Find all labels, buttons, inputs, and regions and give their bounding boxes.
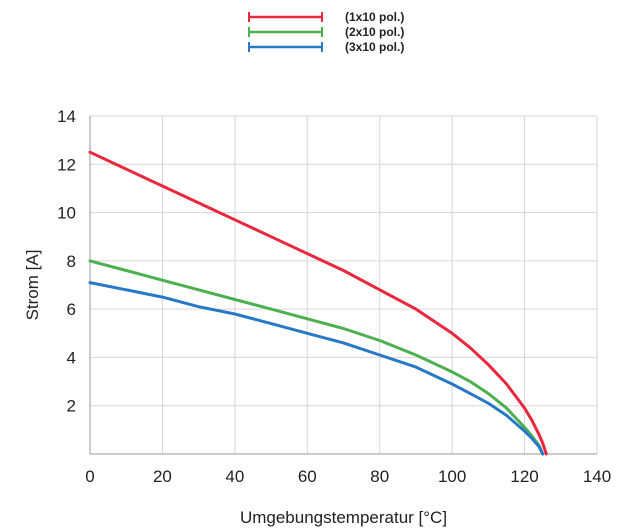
legend-label: (2x10 pol.) <box>345 25 404 39</box>
y-tick-label-8: 8 <box>67 252 76 271</box>
x-tick-label-140: 140 <box>583 467 611 486</box>
legend: (1x10 pol.)(2x10 pol.)(3x10 pol.) <box>248 10 404 54</box>
y-tick-label-10: 10 <box>57 204 76 223</box>
grid <box>90 115 598 454</box>
legend-item-3: (3x10 pol.) <box>248 40 404 54</box>
x-tick-label-60: 60 <box>298 467 317 486</box>
axes <box>89 116 597 455</box>
x-tick-label-120: 120 <box>510 467 538 486</box>
series-line-1 <box>88 150 548 456</box>
series-lines <box>88 150 548 456</box>
legend-label: (3x10 pol.) <box>345 40 404 54</box>
x-tick-label-20: 20 <box>153 467 172 486</box>
y-tick-label-12: 12 <box>57 155 76 174</box>
x-tick-label-80: 80 <box>370 467 389 486</box>
legend-item-1: (1x10 pol.) <box>248 10 404 24</box>
y-tick-label-6: 6 <box>67 300 76 319</box>
legend-label: (1x10 pol.) <box>345 10 404 24</box>
y-tick-label-4: 4 <box>67 348 76 367</box>
x-tick-label-40: 40 <box>225 467 244 486</box>
legend-item-2: (2x10 pol.) <box>248 25 404 39</box>
x-tick-label-0: 0 <box>85 467 94 486</box>
x-tick-label-100: 100 <box>438 467 466 486</box>
y-axis-title: Strom [A] <box>23 250 42 321</box>
y-tick-label-14: 14 <box>57 107 76 126</box>
series-line-2 <box>88 259 545 456</box>
tick-labels: 0 20 40 60 80 100 120 140 2 4 6 8 10 12 14 <box>57 107 611 486</box>
series-line-3 <box>88 281 545 456</box>
x-axis-title: Umgebungstemperatur [°C] <box>240 508 447 527</box>
y-tick-label-2: 2 <box>67 397 76 416</box>
